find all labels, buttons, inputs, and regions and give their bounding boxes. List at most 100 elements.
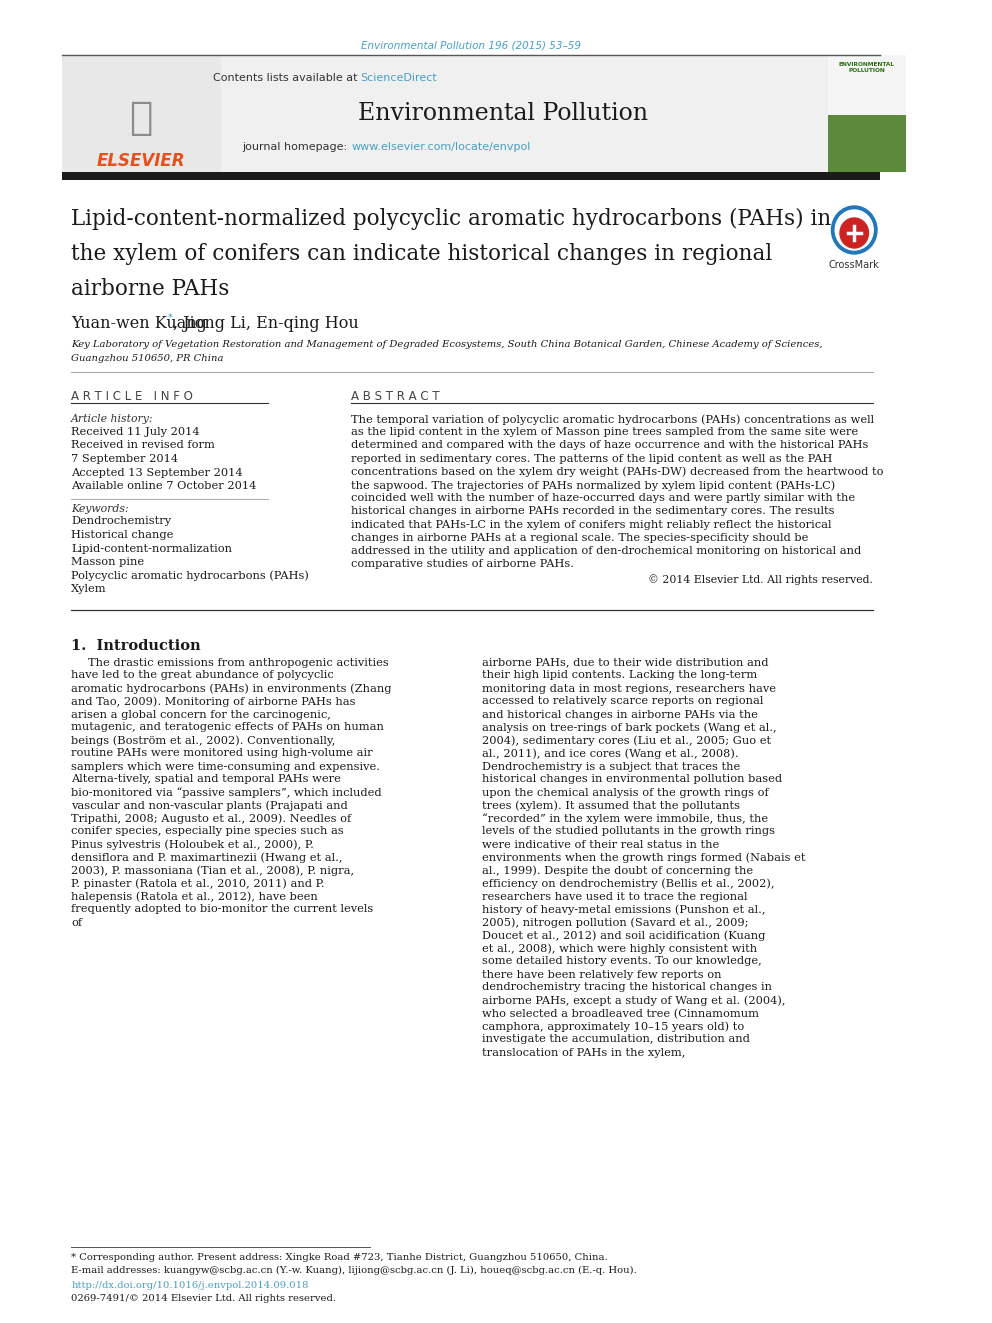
Text: the sapwood. The trajectories of PAHs normalized by xylem lipid content (PAHs-LC: the sapwood. The trajectories of PAHs no…: [351, 480, 835, 491]
Text: airborne PAHs, due to their wide distribution and: airborne PAHs, due to their wide distrib…: [482, 658, 769, 668]
Text: addressed in the utility and application of den-drochemical monitoring on histor: addressed in the utility and application…: [351, 546, 861, 556]
Text: changes in airborne PAHs at a regional scale. The species-specificity should be: changes in airborne PAHs at a regional s…: [351, 533, 808, 542]
Text: al., 2011), and ice cores (Wang et al., 2008).: al., 2011), and ice cores (Wang et al., …: [482, 749, 739, 759]
Text: Alterna-tively, spatial and temporal PAHs were: Alterna-tively, spatial and temporal PAH…: [71, 774, 341, 785]
Text: Masson pine: Masson pine: [71, 557, 144, 568]
Text: reported in sedimentary cores. The patterns of the lipid content as well as the : reported in sedimentary cores. The patte…: [351, 454, 832, 463]
Text: Accepted 13 September 2014: Accepted 13 September 2014: [71, 467, 243, 478]
Circle shape: [835, 210, 873, 250]
Text: P. pinaster (Ratola et al., 2010, 2011) and P.: P. pinaster (Ratola et al., 2010, 2011) …: [71, 878, 324, 889]
Text: ScienceDirect: ScienceDirect: [361, 73, 437, 83]
Text: determined and compared with the days of haze occurrence and with the historical: determined and compared with the days of…: [351, 441, 869, 450]
Text: Received in revised form: Received in revised form: [71, 441, 215, 451]
Text: Historical change: Historical change: [71, 531, 174, 540]
Text: who selected a broadleaved tree (Cinnamomum: who selected a broadleaved tree (Cinnamo…: [482, 1008, 759, 1019]
Text: environments when the growth rings formed (Nabais et: environments when the growth rings forme…: [482, 852, 806, 863]
Text: CrossMark: CrossMark: [829, 261, 880, 270]
Text: routine PAHs were monitored using high-volume air: routine PAHs were monitored using high-v…: [71, 749, 373, 758]
Text: Available online 7 October 2014: Available online 7 October 2014: [71, 482, 257, 491]
Text: halepensis (Ratola et al., 2012), have been: halepensis (Ratola et al., 2012), have b…: [71, 892, 317, 902]
Text: Keywords:: Keywords:: [71, 504, 129, 513]
Text: Dendrochemistry is a subject that traces the: Dendrochemistry is a subject that traces…: [482, 762, 740, 771]
Text: investigate the accumulation, distribution and: investigate the accumulation, distributi…: [482, 1035, 750, 1044]
Text: translocation of PAHs in the xylem,: translocation of PAHs in the xylem,: [482, 1048, 685, 1057]
Text: arisen a global concern for the carcinogenic,: arisen a global concern for the carcinog…: [71, 709, 331, 720]
Text: vascular and non-vascular plants (Prajapati and: vascular and non-vascular plants (Prajap…: [71, 800, 348, 811]
Text: 7 September 2014: 7 September 2014: [71, 454, 179, 464]
Circle shape: [840, 218, 868, 247]
Text: 2003), P. massoniana (Tian et al., 2008), P. nigra,: 2003), P. massoniana (Tian et al., 2008)…: [71, 865, 354, 876]
Text: al., 1999). Despite the doubt of concerning the: al., 1999). Despite the doubt of concern…: [482, 865, 753, 876]
Text: journal homepage:: journal homepage:: [243, 142, 351, 152]
Text: their high lipid contents. Lacking the long-term: their high lipid contents. Lacking the l…: [482, 671, 758, 680]
FancyBboxPatch shape: [827, 56, 907, 172]
Text: Guangzhou 510650, PR China: Guangzhou 510650, PR China: [71, 355, 223, 363]
Text: Contents lists available at: Contents lists available at: [212, 73, 361, 83]
Text: A B S T R A C T: A B S T R A C T: [351, 390, 439, 404]
Text: Tripathi, 2008; Augusto et al., 2009). Needles of: Tripathi, 2008; Augusto et al., 2009). N…: [71, 814, 351, 824]
FancyBboxPatch shape: [827, 56, 907, 115]
FancyBboxPatch shape: [62, 56, 880, 172]
Text: Article history:: Article history:: [71, 414, 154, 423]
Text: Polycyclic aromatic hydrocarbons (PAHs): Polycyclic aromatic hydrocarbons (PAHs): [71, 570, 310, 581]
Text: some detailed history events. To our knowledge,: some detailed history events. To our kno…: [482, 957, 762, 967]
Text: Key Laboratory of Vegetation Restoration and Management of Degraded Ecosystems, : Key Laboratory of Vegetation Restoration…: [71, 340, 822, 349]
Text: “recorded” in the xylem were immobile, thus, the: “recorded” in the xylem were immobile, t…: [482, 814, 768, 824]
Text: upon the chemical analysis of the growth rings of: upon the chemical analysis of the growth…: [482, 787, 769, 798]
Text: monitoring data in most regions, researchers have: monitoring data in most regions, researc…: [482, 684, 776, 693]
Circle shape: [831, 206, 877, 254]
Text: airborne PAHs: airborne PAHs: [71, 278, 229, 300]
Text: densiflora and P. maximartinezii (Hwang et al.,: densiflora and P. maximartinezii (Hwang …: [71, 852, 342, 863]
Text: 2005), nitrogen pollution (Savard et al., 2009;: 2005), nitrogen pollution (Savard et al.…: [482, 917, 749, 927]
Text: historical changes in environmental pollution based: historical changes in environmental poll…: [482, 774, 783, 785]
Text: have led to the great abundance of polycyclic: have led to the great abundance of polyc…: [71, 671, 334, 680]
Text: of: of: [71, 917, 82, 927]
Text: 0269-7491/© 2014 Elsevier Ltd. All rights reserved.: 0269-7491/© 2014 Elsevier Ltd. All right…: [71, 1294, 336, 1303]
Text: and Tao, 2009). Monitoring of airborne PAHs has: and Tao, 2009). Monitoring of airborne P…: [71, 696, 356, 706]
Text: 🌳: 🌳: [129, 99, 152, 138]
Text: Environmental Pollution 196 (2015) 53–59: Environmental Pollution 196 (2015) 53–59: [361, 40, 580, 50]
Text: et al., 2008), which were highly consistent with: et al., 2008), which were highly consist…: [482, 943, 757, 954]
Text: Environmental Pollution: Environmental Pollution: [358, 102, 648, 124]
Text: E-mail addresses: kuangyw@scbg.ac.cn (Y.-w. Kuang), lijiong@scbg.ac.cn (J. Li), : E-mail addresses: kuangyw@scbg.ac.cn (Y.…: [71, 1266, 637, 1275]
Text: The drastic emissions from anthropogenic activities: The drastic emissions from anthropogenic…: [88, 658, 389, 668]
Text: *: *: [168, 314, 173, 323]
Text: Pinus sylvestris (Holoubek et al., 2000), P.: Pinus sylvestris (Holoubek et al., 2000)…: [71, 840, 314, 851]
Text: researchers have used it to trace the regional: researchers have used it to trace the re…: [482, 892, 748, 901]
Text: http://dx.doi.org/10.1016/j.envpol.2014.09.018: http://dx.doi.org/10.1016/j.envpol.2014.…: [71, 1281, 309, 1290]
Text: bio-monitored via “passive samplers”, which included: bio-monitored via “passive samplers”, wh…: [71, 787, 382, 798]
Text: conifer species, especially pine species such as: conifer species, especially pine species…: [71, 827, 344, 836]
Text: historical changes in airborne PAHs recorded in the sedimentary cores. The resul: historical changes in airborne PAHs reco…: [351, 507, 834, 516]
Text: © 2014 Elsevier Ltd. All rights reserved.: © 2014 Elsevier Ltd. All rights reserved…: [649, 574, 873, 585]
Text: camphora, approximately 10–15 years old) to: camphora, approximately 10–15 years old)…: [482, 1021, 744, 1032]
Text: www.elsevier.com/locate/envpol: www.elsevier.com/locate/envpol: [351, 142, 531, 152]
Text: concentrations based on the xylem dry weight (PAHs-DW) decreased from the heartw: concentrations based on the xylem dry we…: [351, 467, 884, 478]
Text: ELSEVIER: ELSEVIER: [96, 152, 185, 169]
Text: efficiency on dendrochemistry (Bellis et al., 2002),: efficiency on dendrochemistry (Bellis et…: [482, 878, 775, 889]
Text: coincided well with the number of haze-occurred days and were partly similar wit: coincided well with the number of haze-o…: [351, 493, 855, 503]
Text: The temporal variation of polycyclic aromatic hydrocarbons (PAHs) concentrations: The temporal variation of polycyclic aro…: [351, 414, 874, 425]
Bar: [62, 172, 880, 180]
Text: Doucet et al., 2012) and soil acidification (Kuang: Doucet et al., 2012) and soil acidificat…: [482, 930, 766, 941]
Text: indicated that PAHs-LC in the xylem of conifers might reliably reflect the histo: indicated that PAHs-LC in the xylem of c…: [351, 520, 831, 529]
Text: Dendrochemistry: Dendrochemistry: [71, 516, 172, 527]
Text: levels of the studied pollutants in the growth rings: levels of the studied pollutants in the …: [482, 827, 775, 836]
FancyBboxPatch shape: [62, 56, 221, 172]
Text: trees (xylem). It assumed that the pollutants: trees (xylem). It assumed that the pollu…: [482, 800, 740, 811]
Text: , Jiong Li, En-qing Hou: , Jiong Li, En-qing Hou: [173, 315, 358, 332]
Text: and historical changes in airborne PAHs via the: and historical changes in airborne PAHs …: [482, 709, 758, 720]
Text: comparative studies of airborne PAHs.: comparative studies of airborne PAHs.: [351, 560, 574, 569]
Text: 2004), sedimentary cores (Liu et al., 2005; Guo et: 2004), sedimentary cores (Liu et al., 20…: [482, 736, 772, 746]
Text: * Corresponding author. Present address: Xingke Road #723, Tianhe District, Guan: * Corresponding author. Present address:…: [71, 1253, 608, 1262]
Text: dendrochemistry tracing the historical changes in: dendrochemistry tracing the historical c…: [482, 983, 772, 992]
Text: samplers which were time-consuming and expensive.: samplers which were time-consuming and e…: [71, 762, 380, 771]
Text: as the lipid content in the xylem of Masson pine trees sampled from the same sit: as the lipid content in the xylem of Mas…: [351, 427, 858, 437]
Text: Yuan-wen Kuang: Yuan-wen Kuang: [71, 315, 207, 332]
Text: the xylem of conifers can indicate historical changes in regional: the xylem of conifers can indicate histo…: [71, 243, 773, 265]
Text: Lipid-content-normalized polycyclic aromatic hydrocarbons (PAHs) in: Lipid-content-normalized polycyclic arom…: [71, 208, 831, 230]
Text: accessed to relatively scarce reports on regional: accessed to relatively scarce reports on…: [482, 696, 764, 706]
Text: there have been relatively few reports on: there have been relatively few reports o…: [482, 970, 721, 979]
Text: A R T I C L E   I N F O: A R T I C L E I N F O: [71, 390, 193, 404]
Text: Lipid-content-normalization: Lipid-content-normalization: [71, 544, 232, 553]
Text: analysis on tree-rings of bark pockets (Wang et al.,: analysis on tree-rings of bark pockets (…: [482, 722, 777, 733]
